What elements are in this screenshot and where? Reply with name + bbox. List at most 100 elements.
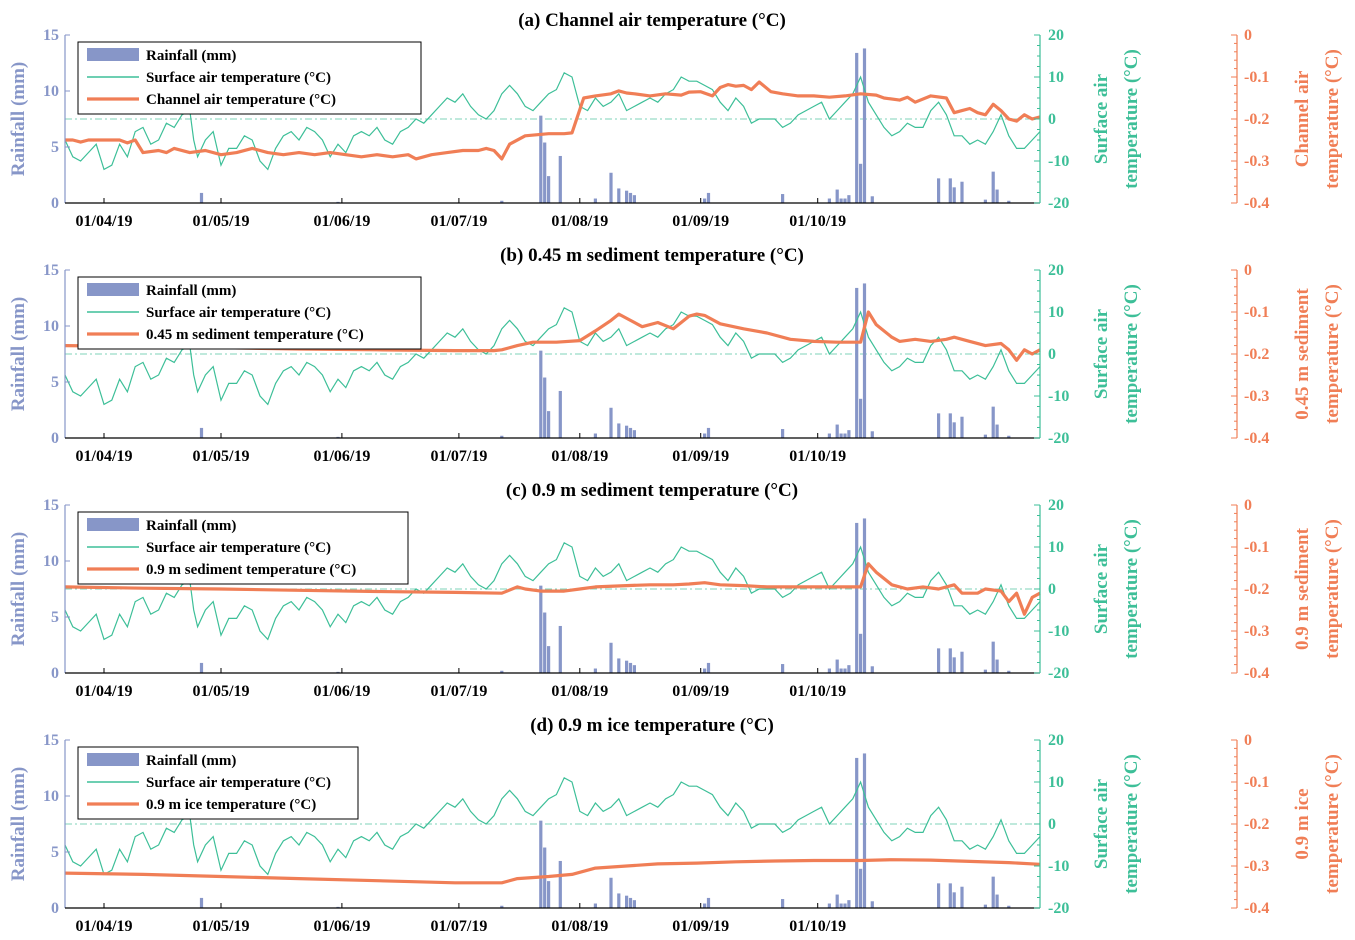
x-axis-tick-label: 01/09/19 <box>672 448 729 465</box>
left-axis-title: Rainfall (mm) <box>8 297 29 412</box>
middle-axis-tick-label: -10 <box>1048 858 1069 875</box>
rainfall-bar <box>625 190 629 203</box>
rainfall-bar <box>983 199 987 203</box>
legend: Rainfall (mm) Surface air temperature (°C… <box>77 746 359 820</box>
rainfall-bar <box>558 390 562 438</box>
rainfall-bar <box>547 646 551 673</box>
rainfall-bar <box>632 665 636 673</box>
rainfall-bar <box>983 669 987 673</box>
rainfall-bar <box>870 666 874 673</box>
right-axis-tick-label: -0.2 <box>1244 816 1269 833</box>
rainfall-bar <box>862 283 867 438</box>
middle-axis-title-line2: temperature (°C) <box>1121 49 1142 189</box>
rainfall-bar <box>948 413 952 438</box>
left-axis-title: Rainfall (mm) <box>8 532 29 647</box>
rainfall-bar <box>617 893 621 908</box>
rainfall-bar <box>703 198 707 203</box>
left-axis-tick-label: 15 <box>43 27 59 44</box>
right-axis-tick-label: -0.1 <box>1244 774 1269 791</box>
rainfall-bar <box>593 433 597 438</box>
rainfall-bar <box>855 52 859 203</box>
right-axis-tick-label: 0 <box>1244 732 1252 749</box>
rainfall-bar <box>547 411 551 438</box>
middle-axis-tick-label: 10 <box>1048 539 1064 556</box>
rainfall-bar <box>862 753 867 908</box>
x-axis-tick-label: 01/05/19 <box>193 683 250 700</box>
right-axis-tick-label: -0.4 <box>1244 430 1269 447</box>
rainfall-bar <box>593 198 597 203</box>
right-axis-title-line2: temperature (°C) <box>1322 284 1343 424</box>
x-axis-tick-label: 01/09/19 <box>672 918 729 935</box>
right-axis-tick-label: 0 <box>1244 262 1252 279</box>
right-axis-title-line2: temperature (°C) <box>1322 519 1343 659</box>
rainfall-bar <box>847 195 851 203</box>
x-axis-tick-label: 01/06/19 <box>313 448 370 465</box>
middle-axis-tick-label: 0 <box>1048 816 1056 833</box>
x-axis-tick-label: 01/07/19 <box>430 213 487 230</box>
legend-swatch-rainfall <box>87 518 139 531</box>
rainfall-bar <box>843 198 847 203</box>
rainfall-bar <box>960 181 964 203</box>
rainfall-bar <box>835 189 839 203</box>
x-axis-tick-label: 01/10/19 <box>789 213 846 230</box>
middle-axis-tick-label: 0 <box>1048 581 1056 598</box>
right-axis-temperature-line <box>65 80 1041 161</box>
legend-label-temperature: Channel air temperature (°C) <box>146 92 336 108</box>
panel-a: (a) Channel air temperature (°C) 0 5 10 15 Ra… <box>8 10 1343 230</box>
rainfall-bar <box>703 433 707 438</box>
rainfall-bar <box>609 407 613 438</box>
right-axis-tick-label: -0.3 <box>1244 153 1269 170</box>
rainfall-bar <box>948 648 952 673</box>
legend-label-rainfall: Rainfall (mm) <box>146 518 236 534</box>
left-axis-tick-label: 10 <box>43 318 59 335</box>
rainfall-bar <box>781 429 785 438</box>
middle-axis-title-line1: Surface air <box>1091 73 1112 164</box>
x-axis-tick-label: 01/09/19 <box>672 683 729 700</box>
rainfall-bar <box>539 820 543 908</box>
right-axis-title-line2: temperature (°C) <box>1322 49 1343 189</box>
rainfall-bar <box>843 433 847 438</box>
left-axis-tick-label: 0 <box>51 195 59 212</box>
legend-label-rainfall: Rainfall (mm) <box>146 753 236 769</box>
rainfall-bar <box>500 670 504 673</box>
middle-axis-tick-label: 10 <box>1048 69 1064 86</box>
rainfall-bar <box>847 430 851 438</box>
rainfall-bar <box>952 422 956 438</box>
rainfall-bar <box>960 416 964 438</box>
panel-b: (b) 0.45 m sediment temperature (°C) 0 5 10… <box>8 245 1343 465</box>
x-axis-tick-label: 01/05/19 <box>193 918 250 935</box>
rainfall-bar <box>862 518 867 673</box>
x-axis-tick-label: 01/08/19 <box>551 918 608 935</box>
legend-swatch-rainfall <box>87 753 139 766</box>
rainfall-bar <box>827 668 831 673</box>
rainfall-bar <box>835 424 839 438</box>
middle-axis-tick-label: -20 <box>1048 430 1069 447</box>
rainfall-bar <box>995 424 999 438</box>
rainfall-bar <box>199 427 204 438</box>
rainfall-bar <box>827 433 831 438</box>
legend-label-temperature: 0.45 m sediment temperature (°C) <box>146 327 364 343</box>
legend-swatch-rainfall <box>87 48 139 61</box>
rainfall-bar <box>632 900 636 908</box>
rainfall-bar <box>543 377 547 438</box>
rainfall-bar <box>706 662 711 673</box>
rainfall-bar <box>628 662 633 673</box>
legend-label-surface-air: Surface air temperature (°C) <box>146 305 331 321</box>
rainfall-bar <box>847 900 851 908</box>
legend-label-rainfall: Rainfall (mm) <box>146 48 236 64</box>
rainfall-bar <box>948 178 952 203</box>
surface-air-temperature-line <box>64 541 1041 641</box>
middle-axis-tick-label: -20 <box>1048 195 1069 212</box>
rainfall-bar <box>703 668 707 673</box>
rainfall-bar <box>593 903 597 908</box>
rainfall-bar <box>859 398 863 438</box>
right-axis-tick-label: -0.4 <box>1244 665 1269 682</box>
rainfall-bar <box>781 899 785 908</box>
middle-axis-tick-label: -10 <box>1048 153 1069 170</box>
rainfall-bar <box>500 905 504 908</box>
rainfall-bar <box>937 178 941 203</box>
rainfall-bar <box>593 668 597 673</box>
x-axis-tick-label: 01/05/19 <box>193 448 250 465</box>
rainfall-bar <box>632 430 636 438</box>
left-axis-tick-label: 10 <box>43 553 59 570</box>
